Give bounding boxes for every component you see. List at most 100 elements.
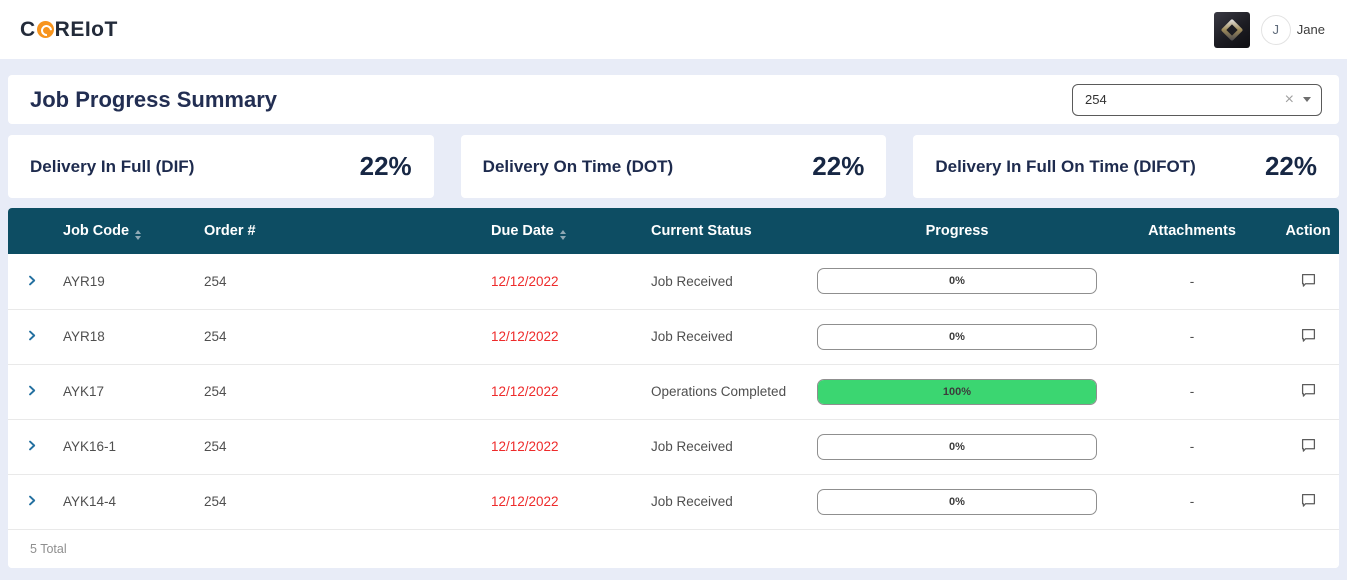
kpi-label: Delivery On Time (DOT)	[482, 156, 674, 176]
progress-cell: 0%	[807, 254, 1107, 310]
page-title: Job Progress Summary	[30, 86, 277, 112]
user-name: Jane	[1296, 22, 1325, 37]
order-cell: 254	[197, 474, 484, 530]
progress-label: 100%	[942, 385, 972, 398]
attachments-cell: -	[1107, 364, 1277, 420]
chevron-down-icon[interactable]	[1303, 97, 1311, 102]
expand-row-chevron-icon[interactable]	[23, 435, 41, 458]
order-cell: 254	[197, 309, 484, 365]
total-count: 5 Total	[30, 541, 67, 556]
progress-fill	[818, 379, 1096, 404]
expand-row-chevron-icon[interactable]	[23, 380, 41, 403]
progress-cell: 0%	[807, 419, 1107, 475]
jobs-table-card: Job Code Order # Due Date Current Status…	[8, 208, 1339, 568]
attachments-cell: -	[1107, 419, 1277, 475]
kpi-card-dot: Delivery On Time (DOT) 22%	[460, 135, 887, 198]
kpi-label: Delivery In Full On Time (DIFOT)	[935, 156, 1196, 176]
diamond-emblem-icon	[1220, 18, 1244, 41]
expander-column-header	[8, 208, 56, 254]
brand-logo: C REIoT	[20, 18, 118, 42]
progress-bar: 0%	[817, 488, 1097, 515]
column-header-job-code[interactable]: Job Code	[56, 208, 197, 254]
order-filter-select[interactable]: 254 ×	[1072, 83, 1322, 116]
column-header-order: Order #	[197, 208, 484, 254]
progress-cell: 0%	[807, 474, 1107, 530]
page-header-card: Job Progress Summary 254 ×	[8, 75, 1339, 124]
jobs-table: Job Code Order # Due Date Current Status…	[8, 208, 1339, 530]
table-row: AYR19 254 12/12/2022 Job Received 0% -	[8, 254, 1339, 310]
column-header-due-date[interactable]: Due Date	[484, 208, 644, 254]
action-cell	[1277, 474, 1339, 530]
comment-action-button[interactable]	[1298, 380, 1319, 403]
expander-cell	[8, 364, 56, 420]
column-header-progress: Progress	[807, 208, 1107, 254]
kpi-value: 22%	[1264, 151, 1318, 181]
action-cell	[1277, 254, 1339, 310]
kpi-card-dif: Delivery In Full (DIF) 22%	[8, 135, 434, 198]
due-date-cell: 12/12/2022	[484, 419, 644, 475]
column-label: Progress	[925, 223, 989, 239]
kpi-card-difot: Delivery In Full On Time (DIFOT) 22%	[913, 135, 1340, 198]
column-header-attachments: Attachments	[1107, 208, 1277, 254]
status-cell: Job Received	[644, 309, 807, 365]
progress-label: 0%	[949, 495, 965, 508]
due-date-cell: 12/12/2022	[484, 254, 644, 310]
column-label: Order #	[204, 223, 256, 239]
app-tile-icon[interactable]	[1213, 11, 1250, 48]
progress-bar: 0%	[817, 433, 1097, 460]
table-footer: 5 Total	[8, 529, 1339, 568]
expander-cell	[8, 474, 56, 530]
progress-cell: 100%	[807, 364, 1107, 420]
user-menu[interactable]: J Jane	[1260, 14, 1325, 45]
expand-row-chevron-icon[interactable]	[23, 270, 41, 293]
order-cell: 254	[197, 254, 484, 310]
status-cell: Job Received	[644, 254, 807, 310]
column-label: Due Date	[491, 222, 554, 239]
kpi-row: Delivery In Full (DIF) 22% Delivery On T…	[8, 135, 1340, 198]
order-cell: 254	[197, 364, 484, 420]
attachments-cell: -	[1107, 474, 1277, 530]
expand-row-chevron-icon[interactable]	[23, 490, 41, 513]
action-cell	[1277, 419, 1339, 475]
expander-cell	[8, 254, 56, 310]
progress-label: 0%	[949, 440, 965, 453]
table-header-row: Job Code Order # Due Date Current Status…	[8, 208, 1339, 254]
sort-icon[interactable]	[135, 229, 142, 240]
expander-cell	[8, 419, 56, 475]
column-header-action: Action	[1277, 208, 1339, 254]
kpi-value: 22%	[812, 151, 865, 181]
expand-row-chevron-icon[interactable]	[23, 325, 41, 348]
column-label: Current Status	[651, 223, 752, 239]
progress-bar: 0%	[817, 323, 1097, 350]
column-header-status: Current Status	[644, 208, 807, 254]
status-cell: Job Received	[644, 474, 807, 530]
progress-bar: 0%	[817, 268, 1097, 295]
progress-label: 0%	[949, 330, 965, 343]
job-code-cell: AYR18	[56, 309, 197, 365]
job-code-cell: AYK14-4	[56, 474, 197, 530]
clear-filter-icon[interactable]: ×	[1284, 90, 1294, 108]
table-row: AYK17 254 12/12/2022 Operations Complete…	[8, 364, 1339, 420]
avatar[interactable]: J	[1260, 14, 1291, 45]
progress-label: 0%	[949, 275, 965, 288]
status-cell: Operations Completed	[644, 364, 807, 420]
job-code-cell: AYK16-1	[56, 419, 197, 475]
attachments-cell: -	[1107, 254, 1277, 310]
column-label: Attachments	[1148, 223, 1236, 239]
comment-action-button[interactable]	[1298, 270, 1319, 293]
order-cell: 254	[197, 419, 484, 475]
column-label: Job Code	[63, 222, 130, 239]
due-date-cell: 12/12/2022	[484, 474, 644, 530]
comment-action-button[interactable]	[1298, 490, 1319, 513]
column-label: Action	[1285, 223, 1331, 239]
due-date-cell: 12/12/2022	[484, 309, 644, 365]
kpi-label: Delivery In Full (DIF)	[30, 156, 195, 176]
table-row: AYK14-4 254 12/12/2022 Job Received 0% -	[8, 474, 1339, 530]
topbar-right: J Jane	[1213, 11, 1325, 48]
job-code-cell: AYK17	[56, 364, 197, 420]
comment-action-button[interactable]	[1298, 435, 1319, 458]
progress-bar: 100%	[817, 378, 1097, 405]
comment-action-button[interactable]	[1298, 325, 1319, 348]
topbar: C REIoT J Jane	[0, 0, 1347, 59]
sort-icon[interactable]	[559, 229, 566, 240]
